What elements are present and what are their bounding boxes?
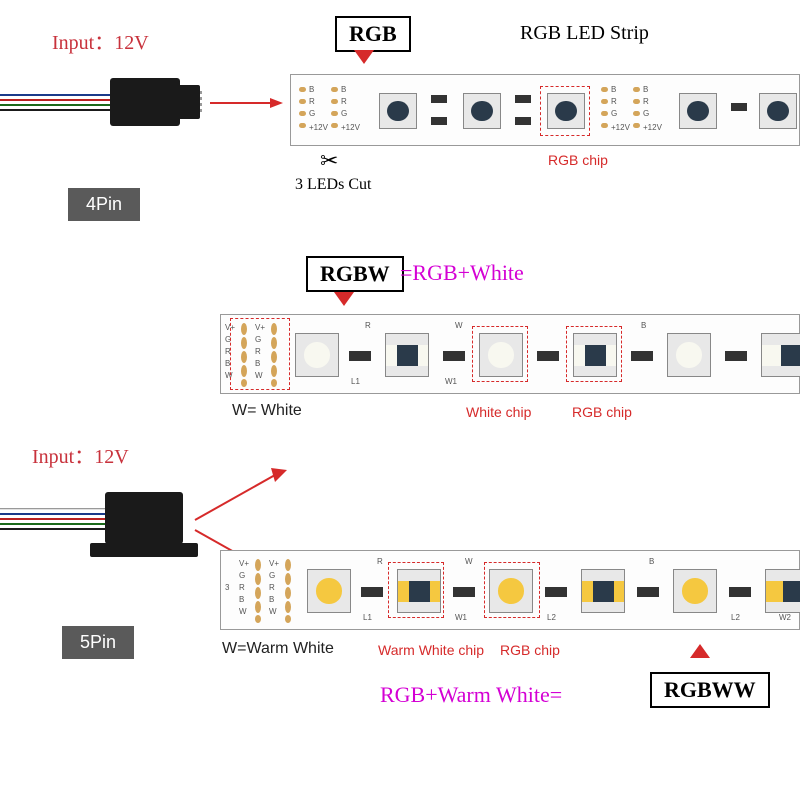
pin-4 (200, 109, 202, 112)
white-chip-highlight (472, 326, 528, 382)
rgbw-formula: =RGB+White (400, 260, 524, 286)
pin-badge-5: 5Pin (62, 626, 134, 659)
connector-5pin (105, 492, 183, 544)
connector-5pin-base (90, 543, 198, 557)
wire-red-1 (0, 99, 115, 101)
triangle-rgbw (334, 292, 354, 306)
pin-2 (200, 97, 202, 100)
input-12v-label-2: Input：12V (32, 440, 129, 469)
pin-3 (200, 103, 202, 106)
rgb-chip-label-1: RGB chip (548, 152, 608, 168)
wire-black-2 (0, 528, 110, 530)
rgbww-type-box: RGBWW (650, 672, 770, 708)
cut-label: 3 LEDs Cut (295, 176, 371, 194)
arrow-1 (205, 88, 285, 118)
pin-badge-4: 4Pin (68, 188, 140, 221)
triangle-rgbww (690, 644, 710, 658)
wire-blue-2 (0, 513, 110, 515)
input-12v-label-1: Input：12V (52, 26, 149, 55)
connector-4pin-tip (178, 85, 200, 119)
rgb-type-box: RGB (335, 16, 411, 52)
rgbw-type-box: RGBW (306, 256, 404, 292)
wire-red-2 (0, 518, 110, 520)
rgbww-formula: RGB+Warm White= (380, 682, 562, 708)
rgb-chip-highlight (540, 86, 590, 136)
wire-green-1 (0, 104, 115, 106)
warm-chip-label: Warm White chip (378, 642, 484, 658)
white-chip-label: White chip (466, 404, 531, 420)
rgbww-rgb-chip-highlight (484, 562, 540, 618)
pin-1 (200, 91, 202, 94)
wire-green-2 (0, 523, 110, 525)
w-warm-label: W=Warm White (222, 640, 334, 658)
w-white-label: W= White (232, 402, 302, 420)
wire-white-2 (0, 508, 110, 510)
rgbw-pad-highlight (230, 318, 290, 390)
rgbww-rgb-chip-label: RGB chip (500, 642, 560, 658)
rgbw-rgb-chip-highlight (566, 326, 622, 382)
wire-black-1 (0, 109, 115, 111)
wire-blue-1 (0, 94, 115, 96)
warm-chip-highlight (388, 562, 444, 618)
connector-4pin (110, 78, 180, 126)
rgbw-rgb-chip-label: RGB chip (572, 404, 632, 420)
scissors-icon: ✂ (320, 148, 338, 174)
triangle-rgb (354, 50, 374, 64)
rgb-strip-title: RGB LED Strip (520, 22, 649, 45)
